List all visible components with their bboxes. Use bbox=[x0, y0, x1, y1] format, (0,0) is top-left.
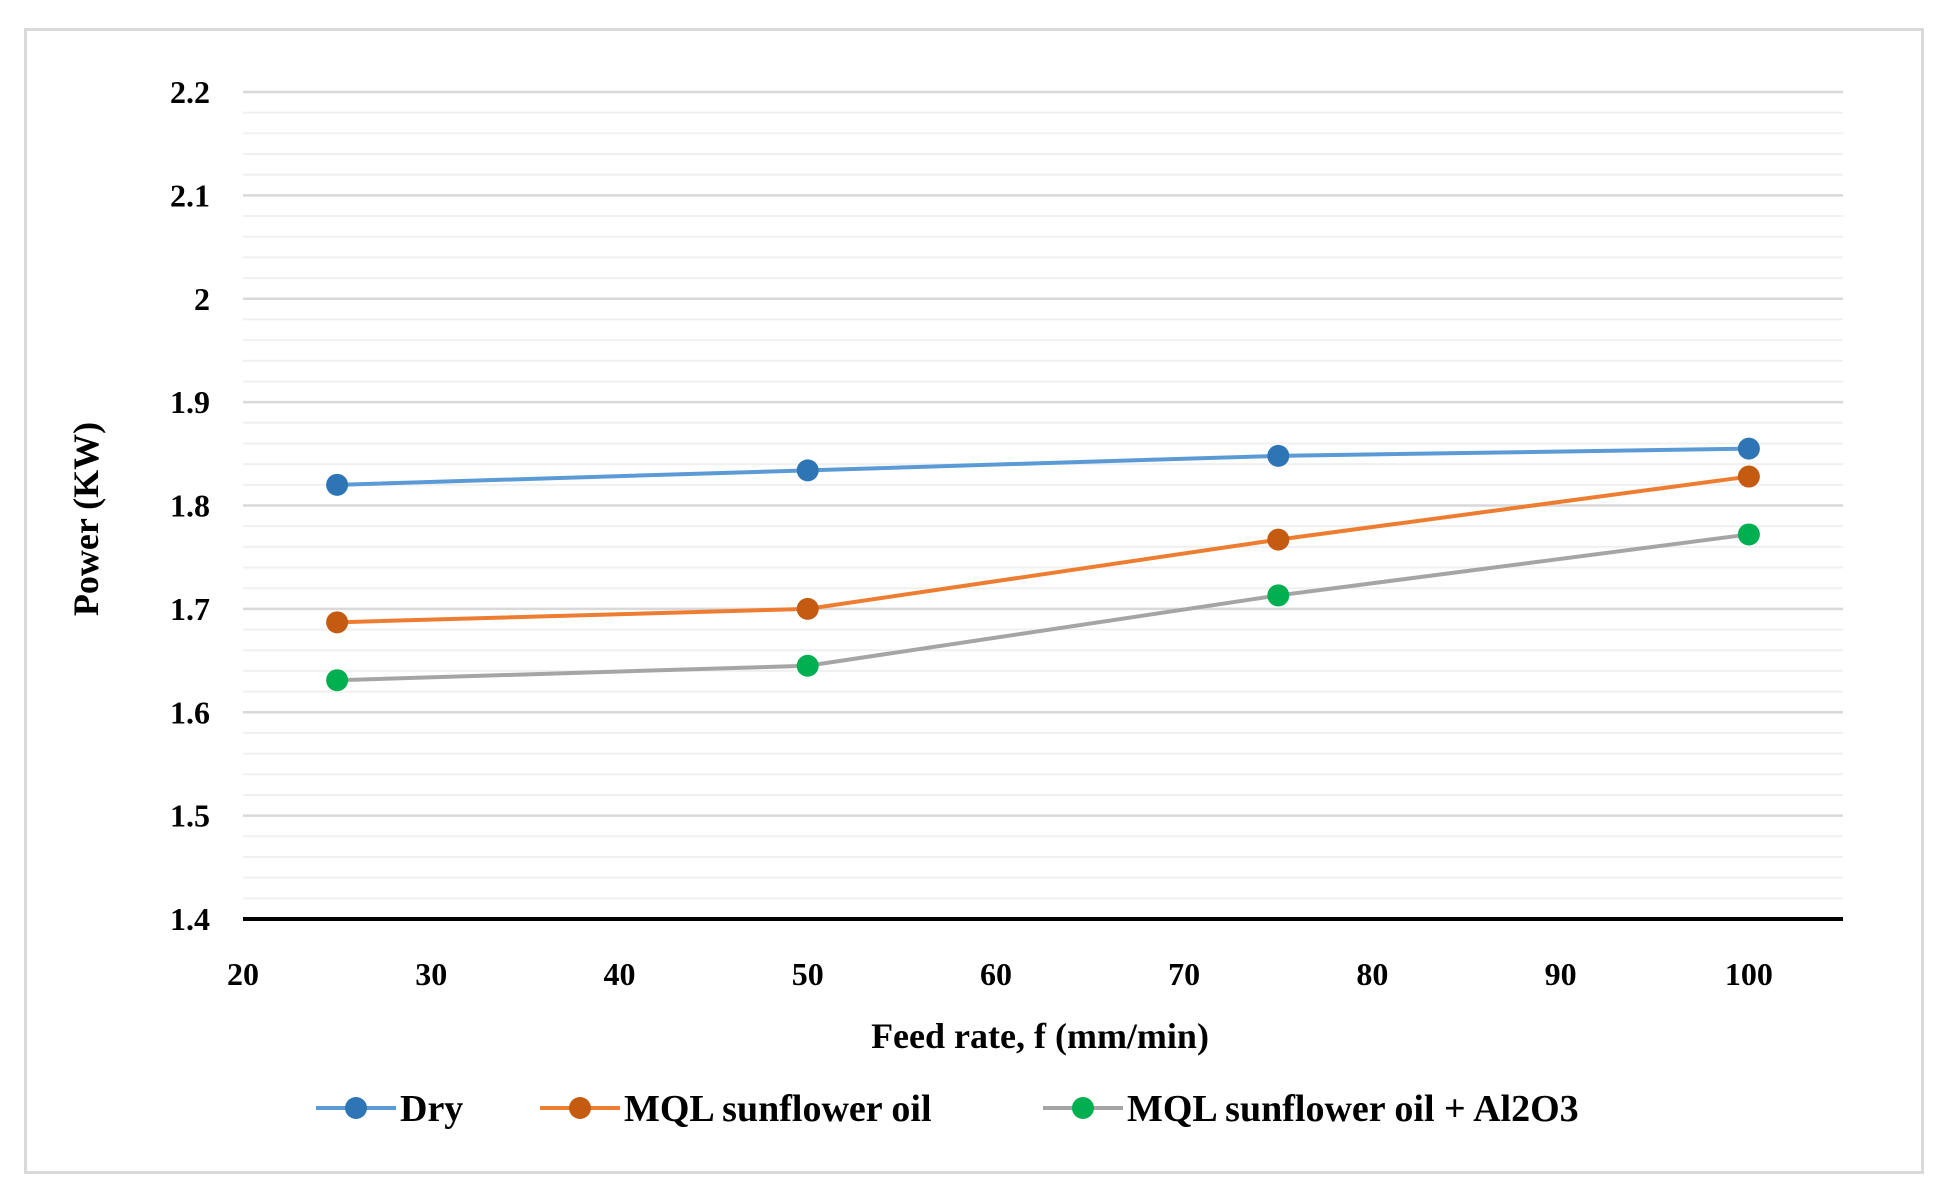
y-tick-label: 1.6 bbox=[170, 694, 210, 730]
legend-label: MQL sunflower oil + Al2O3 bbox=[1127, 1088, 1579, 1130]
x-tick-label: 30 bbox=[415, 956, 447, 992]
data-point bbox=[326, 611, 349, 634]
x-tick-label: 50 bbox=[792, 956, 824, 992]
legend-item-2: MQL sunflower oil bbox=[540, 1088, 932, 1130]
legend-label: MQL sunflower oil bbox=[624, 1088, 932, 1130]
grid-layer bbox=[243, 90, 1843, 900]
data-point bbox=[796, 654, 819, 677]
series-3 bbox=[326, 523, 1760, 692]
legend-marker bbox=[1072, 1097, 1094, 1119]
y-tick-label: 2.1 bbox=[170, 177, 210, 213]
x-tick-label: 70 bbox=[1168, 956, 1200, 992]
label-layer: 1.4 1.5 1.6 1.7 1.8 1.9 2 2.1 2.2 20 30 40 50 60 70 80 9… bbox=[170, 74, 1773, 992]
x-tick-label: 100 bbox=[1725, 956, 1773, 992]
x-tick-label: 90 bbox=[1545, 956, 1577, 992]
data-point bbox=[1737, 523, 1760, 546]
y-tick-label: 1.8 bbox=[170, 488, 210, 524]
series-2 bbox=[326, 465, 1760, 634]
data-point bbox=[1267, 444, 1290, 467]
y-tick-label: 1.4 bbox=[170, 901, 210, 937]
series-1 bbox=[326, 437, 1760, 496]
series-line bbox=[337, 474, 1750, 625]
data-point bbox=[796, 459, 819, 482]
series-line bbox=[337, 532, 1750, 683]
legend-marker bbox=[345, 1097, 367, 1119]
data-point bbox=[1267, 528, 1290, 551]
chart-frame bbox=[24, 28, 1924, 1174]
legend-item-1: Dry bbox=[316, 1088, 463, 1130]
y-tick-label: 1.5 bbox=[170, 798, 210, 834]
data-point bbox=[326, 473, 349, 496]
data-point bbox=[796, 597, 819, 620]
y-tick-label: 1.7 bbox=[170, 591, 210, 627]
data-point bbox=[326, 669, 349, 692]
data-point bbox=[1267, 584, 1290, 607]
x-axis-title: Feed rate, f (mm/min) bbox=[871, 1016, 1209, 1056]
x-tick-label: 40 bbox=[603, 956, 635, 992]
legend-marker bbox=[569, 1097, 591, 1119]
data-point bbox=[1737, 437, 1760, 460]
y-tick-label: 2 bbox=[194, 281, 210, 317]
y-axis-title: Power (KW) bbox=[66, 422, 106, 616]
x-tick-label: 20 bbox=[227, 956, 259, 992]
series-line bbox=[337, 446, 1749, 487]
x-tick-label: 80 bbox=[1356, 956, 1388, 992]
series-layer bbox=[326, 437, 1760, 692]
legend: Dry MQL sunflower oil MQL sunflower oil + … bbox=[316, 1088, 1579, 1130]
y-tick-label: 2.2 bbox=[170, 74, 210, 110]
legend-item-3: MQL sunflower oil + Al2O3 bbox=[1043, 1088, 1579, 1130]
x-tick-label: 60 bbox=[980, 956, 1012, 992]
legend-label: Dry bbox=[400, 1088, 463, 1130]
y-tick-label: 1.9 bbox=[170, 384, 210, 420]
data-point bbox=[1737, 465, 1760, 488]
